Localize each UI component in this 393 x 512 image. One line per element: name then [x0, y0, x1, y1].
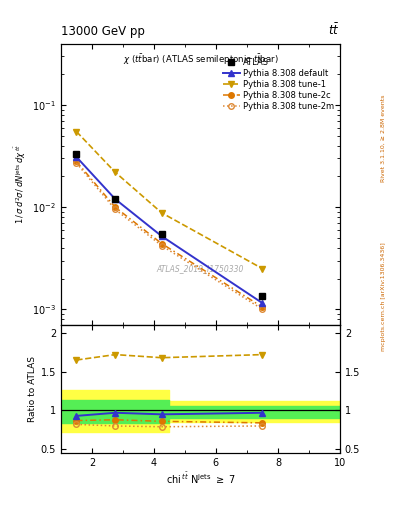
Pythia 8.308 tune-2c [74, 158, 79, 164]
ATLAS [74, 151, 79, 157]
Pythia 8.308 tune-2c [113, 204, 118, 210]
Pythia 8.308 tune-1 [74, 129, 79, 135]
Line: ATLAS: ATLAS [73, 151, 266, 300]
Pythia 8.308 default [113, 196, 118, 202]
ATLAS [113, 196, 118, 202]
Pythia 8.308 tune-2m [260, 306, 265, 312]
Line: Pythia 8.308 default: Pythia 8.308 default [73, 154, 266, 306]
Text: $\chi$ ($t\bar{t}$bar) (ATLAS semileptonic $t\bar{t}$bar): $\chi$ ($t\bar{t}$bar) (ATLAS semilepton… [123, 52, 278, 67]
Text: ATLAS_2019_I1750330: ATLAS_2019_I1750330 [157, 264, 244, 273]
ATLAS [260, 293, 265, 299]
Pythia 8.308 tune-1 [159, 210, 164, 216]
ATLAS [159, 230, 164, 237]
Pythia 8.308 tune-2c [260, 304, 265, 310]
X-axis label: chi$^{\,t\bar{t}}$ N$^{\rm jets}$ $\geq$ 7: chi$^{\,t\bar{t}}$ N$^{\rm jets}$ $\geq$… [165, 471, 235, 486]
Y-axis label: Ratio to ATLAS: Ratio to ATLAS [28, 356, 37, 422]
Line: Pythia 8.308 tune-1: Pythia 8.308 tune-1 [73, 129, 266, 272]
Pythia 8.308 tune-1 [113, 169, 118, 175]
Line: Pythia 8.308 tune-2m: Pythia 8.308 tune-2m [73, 160, 265, 312]
Text: Rivet 3.1.10, ≥ 2.8M events: Rivet 3.1.10, ≥ 2.8M events [381, 95, 386, 182]
Y-axis label: $1\,/\,\sigma\,d^2\!\sigma\,/\,dN^{\rm jets}\,d\chi^{\,t\bar{t}}$: $1\,/\,\sigma\,d^2\!\sigma\,/\,dN^{\rm j… [12, 144, 28, 224]
Text: mcplots.cern.ch [arXiv:1306.3436]: mcplots.cern.ch [arXiv:1306.3436] [381, 243, 386, 351]
Text: 13000 GeV pp: 13000 GeV pp [61, 26, 145, 38]
Pythia 8.308 tune-2m [74, 160, 79, 166]
Pythia 8.308 default [159, 233, 164, 239]
Pythia 8.308 tune-2c [159, 241, 164, 247]
Legend: ATLAS, Pythia 8.308 default, Pythia 8.308 tune-1, Pythia 8.308 tune-2c, Pythia 8: ATLAS, Pythia 8.308 default, Pythia 8.30… [221, 56, 336, 113]
Line: Pythia 8.308 tune-2c: Pythia 8.308 tune-2c [73, 159, 265, 310]
Text: $t\bar{t}$: $t\bar{t}$ [329, 23, 340, 38]
Pythia 8.308 tune-1 [260, 266, 265, 272]
Pythia 8.308 default [260, 300, 265, 306]
Pythia 8.308 default [74, 154, 79, 160]
Pythia 8.308 tune-2m [113, 206, 118, 212]
Pythia 8.308 tune-2m [159, 243, 164, 249]
